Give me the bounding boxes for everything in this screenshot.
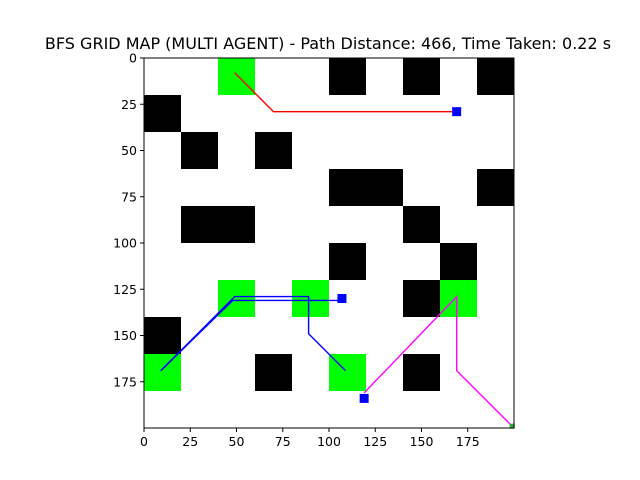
agent-path-line	[363, 294, 513, 427]
y-tick-label: 175	[113, 374, 137, 389]
obstacle-cell	[181, 206, 255, 243]
obstacle-cell	[403, 58, 440, 95]
agent-path-line	[234, 72, 455, 113]
obstacle-cell	[329, 58, 366, 95]
goal-cell	[292, 280, 329, 317]
obstacle-cell	[181, 132, 218, 169]
agent-marker	[359, 393, 369, 403]
y-axis: 0 25 50 75 100 125 150 175	[113, 51, 144, 389]
agent-marker	[452, 107, 462, 117]
x-tick-label: 125	[363, 434, 387, 449]
obstacle-cell	[403, 280, 440, 317]
x-axis: 0 25 50 75 100 125 150 175	[140, 428, 480, 449]
y-tick-label: 75	[121, 189, 137, 204]
obstacle-cell	[144, 317, 181, 354]
x-tick-label: 25	[182, 434, 198, 449]
obstacle-cell	[403, 354, 440, 391]
agent-markers	[337, 107, 515, 429]
obstacle-cell	[440, 243, 477, 280]
goal-cell	[144, 354, 181, 391]
agent-path-line	[160, 299, 342, 372]
obstacle-cell	[403, 206, 440, 243]
agent-path-line	[160, 295, 347, 372]
agent-marker	[337, 294, 347, 303]
y-tick-label: 125	[113, 282, 137, 297]
y-tick-label: 25	[121, 97, 137, 112]
agent-paths	[160, 72, 513, 427]
x-tick-label: 150	[410, 434, 434, 449]
x-tick-label: 100	[317, 434, 341, 449]
agent-marker	[509, 423, 515, 429]
goal-cell	[440, 280, 477, 317]
x-tick-label: 75	[275, 434, 291, 449]
y-tick-label: 150	[113, 328, 137, 343]
goal-cell	[218, 58, 255, 95]
obstacle-cell	[255, 132, 292, 169]
goal-cell	[218, 280, 255, 317]
obstacle-cell	[144, 95, 181, 132]
obstacle-cell	[329, 169, 403, 206]
plot-area	[143, 57, 515, 429]
x-tick-label: 175	[456, 434, 480, 449]
grid-cells	[144, 58, 514, 391]
x-tick-label: 0	[140, 434, 148, 449]
obstacle-cell	[329, 243, 366, 280]
y-tick-label: 0	[129, 51, 137, 66]
x-tick-label: 50	[229, 434, 245, 449]
y-tick-label: 100	[113, 236, 137, 251]
obstacle-cell	[477, 169, 514, 206]
chart-title: BFS GRID MAP (MULTI AGENT) - Path Distan…	[45, 34, 611, 53]
obstacle-cell	[255, 354, 292, 391]
y-tick-label: 50	[121, 143, 137, 158]
obstacle-cell	[477, 58, 514, 95]
